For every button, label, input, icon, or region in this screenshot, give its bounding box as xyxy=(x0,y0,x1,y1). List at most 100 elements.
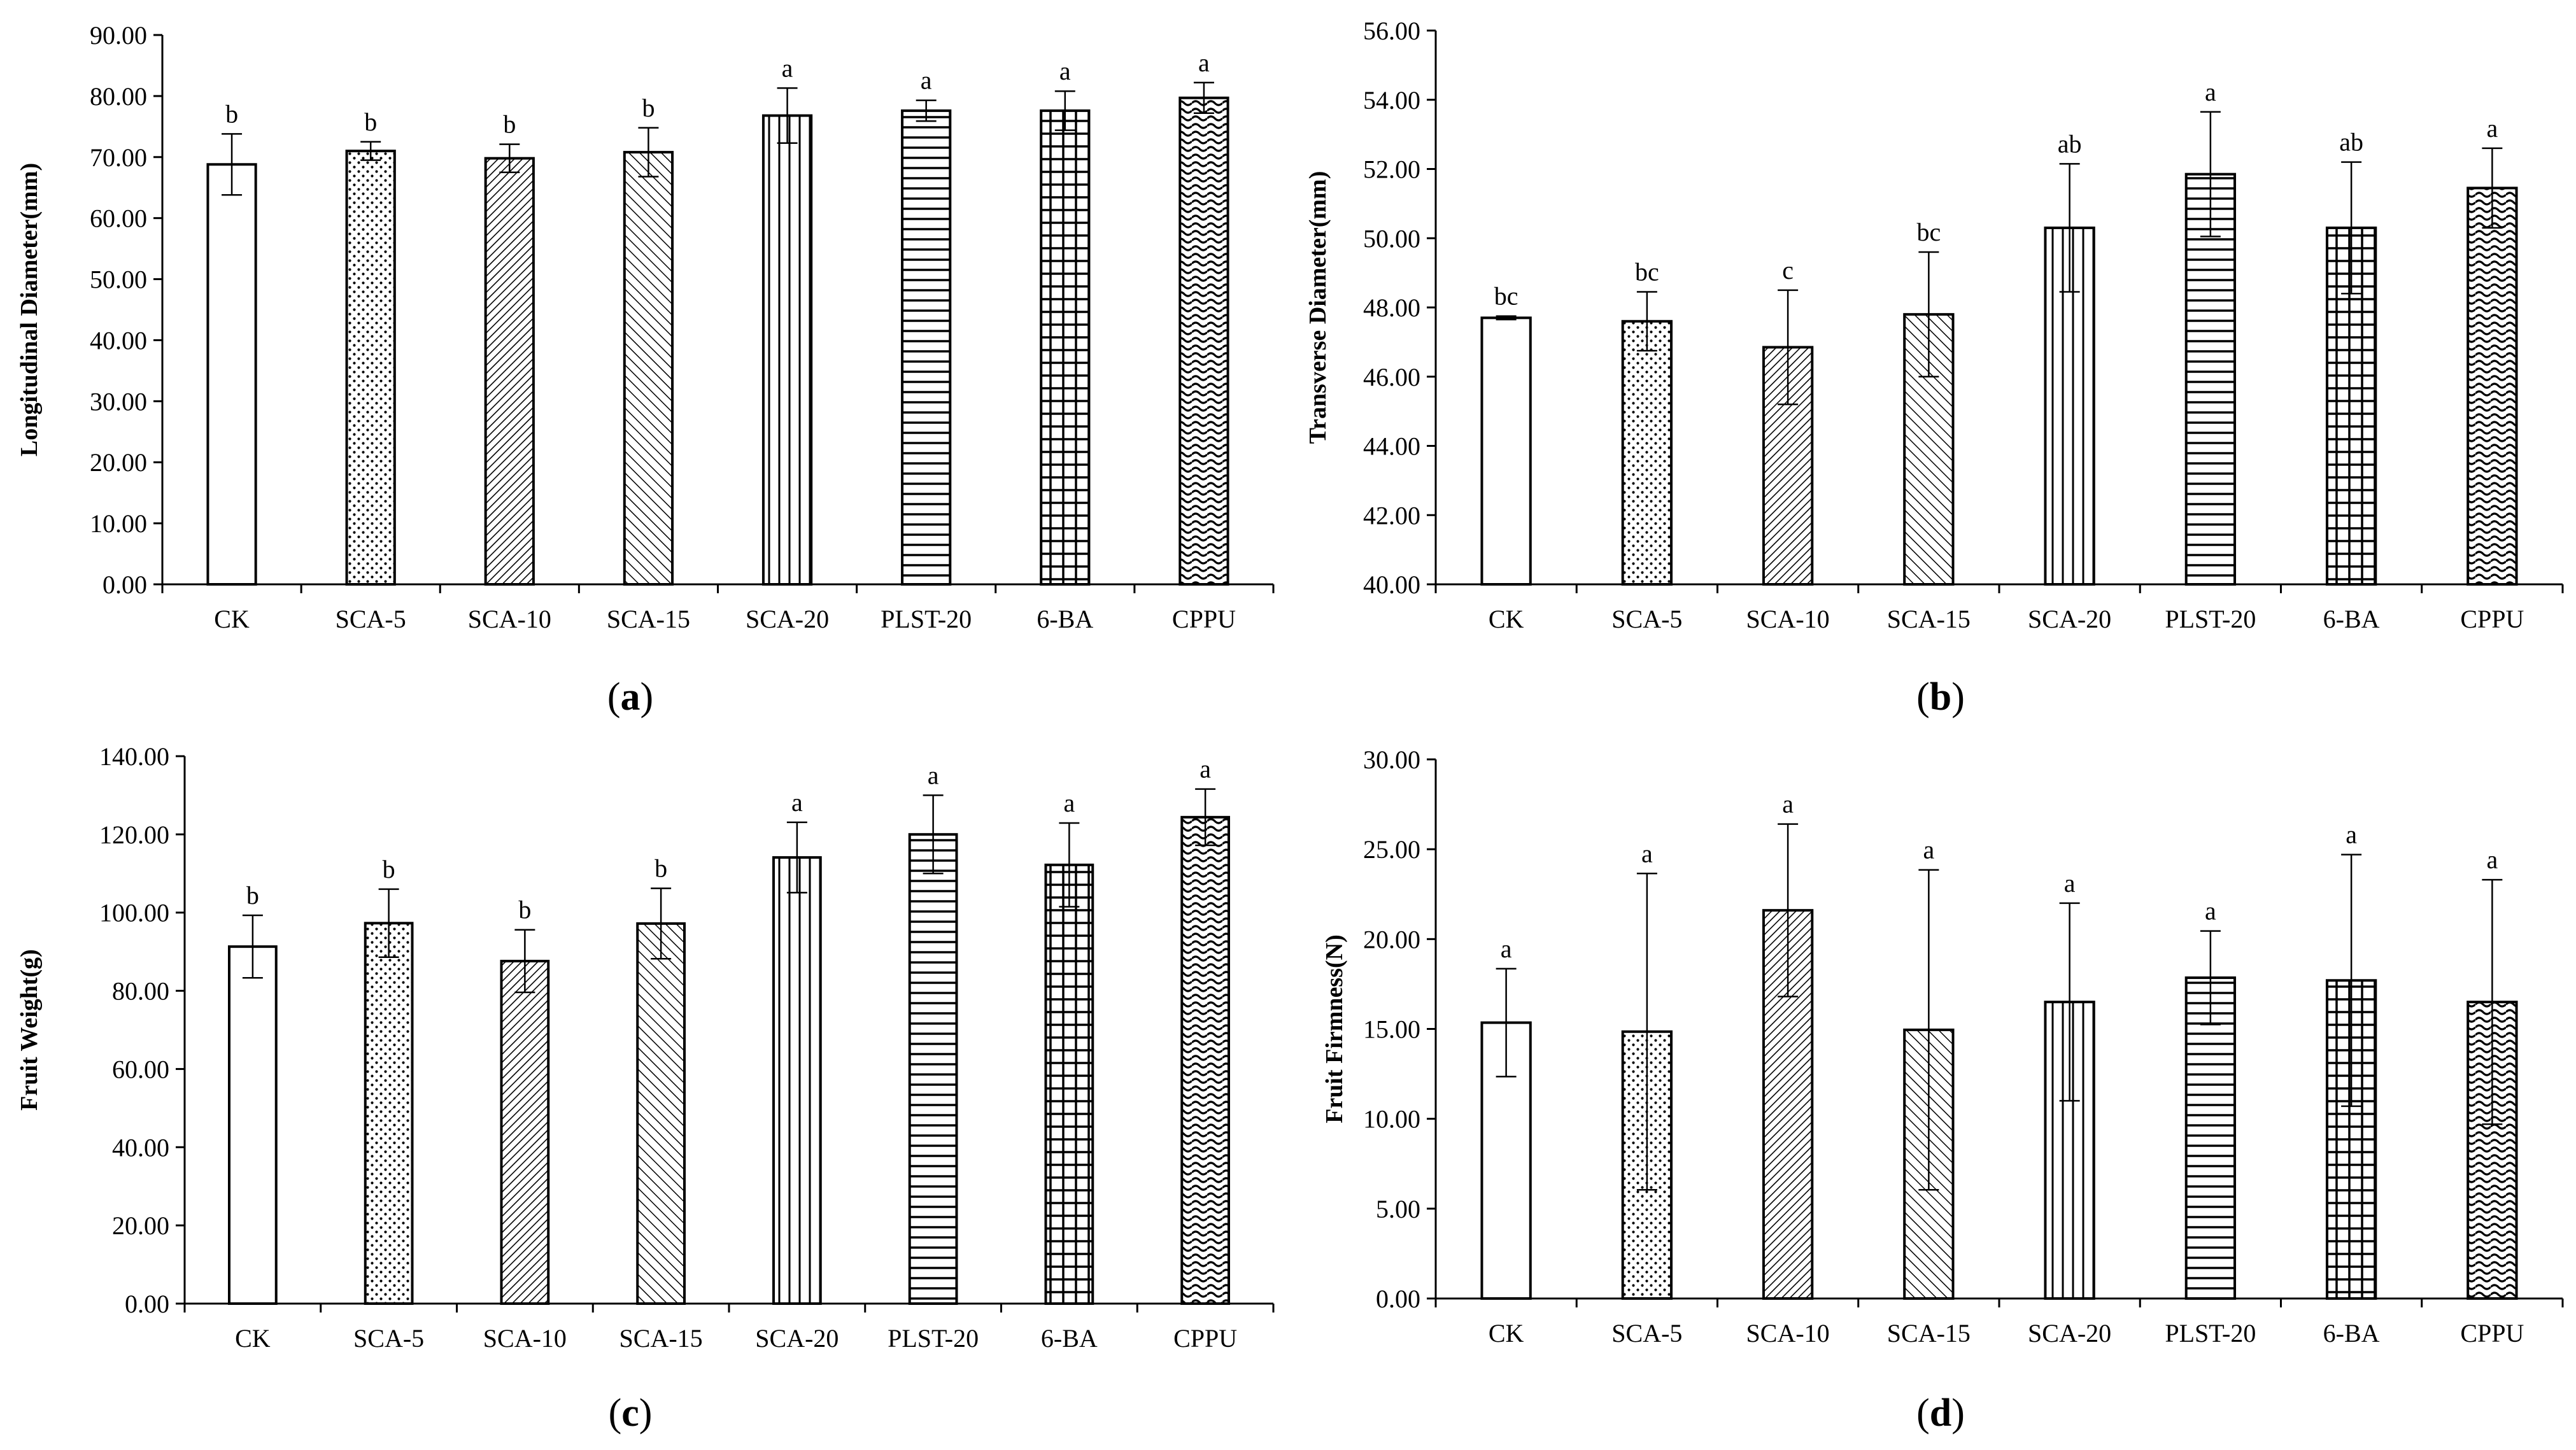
significance-label: a xyxy=(791,788,803,817)
x-category-label: CK xyxy=(1489,1319,1524,1348)
y-tick-label: 10.00 xyxy=(90,509,147,538)
y-tick-label: 5.00 xyxy=(1376,1195,1420,1223)
bar-sca-5 xyxy=(364,922,414,1306)
x-category-label: CK xyxy=(1489,605,1524,633)
y-tick-label: 25.00 xyxy=(1363,835,1420,864)
y-tick-label: 20.00 xyxy=(1363,925,1420,954)
x-category-label: SCA-15 xyxy=(1887,1319,1971,1348)
y-tick-label: 40.00 xyxy=(112,1133,169,1162)
bar-sca-10 xyxy=(500,959,550,1305)
y-tick-label: 20.00 xyxy=(90,448,147,477)
y-tick-label: 40.00 xyxy=(90,326,147,355)
significance-label: bc xyxy=(1916,218,1941,246)
y-axis-title: Longitudinal Diameter(mm) xyxy=(16,163,43,456)
significance-label: a xyxy=(2205,897,2216,926)
y-tick-label: 30.00 xyxy=(90,387,147,416)
y-tick-label: 42.00 xyxy=(1363,501,1420,530)
x-category-label: CPPU xyxy=(2460,605,2524,633)
y-tick-label: 50.00 xyxy=(90,265,147,294)
significance-label: a xyxy=(1063,789,1075,817)
y-tick-label: 54.00 xyxy=(1363,86,1420,115)
significance-label: a xyxy=(1641,839,1653,868)
y-tick-label: 48.00 xyxy=(1363,293,1420,322)
significance-label: b xyxy=(246,881,259,910)
significance-label: a xyxy=(1200,755,1211,784)
y-axis-title: Fruit Weight(g) xyxy=(16,949,43,1111)
x-category-label: SCA-15 xyxy=(1887,605,1971,633)
significance-label: a xyxy=(1198,48,1210,77)
bar-ck xyxy=(206,163,257,586)
y-tick-label: 100.00 xyxy=(99,899,169,927)
x-category-label: SCA-20 xyxy=(746,605,829,633)
significance-label: b xyxy=(383,855,395,883)
x-category-label: SCA-20 xyxy=(2028,605,2111,633)
bar-sca-15 xyxy=(636,922,686,1305)
bar-sca-20 xyxy=(761,114,813,586)
significance-label: a xyxy=(1923,836,1934,864)
x-category-label: SCA-5 xyxy=(336,605,406,633)
y-axis-title: Transverse Diameter(mm) xyxy=(1305,171,1331,444)
bar-cppu xyxy=(1178,96,1229,586)
bar-cppu xyxy=(2466,187,2518,586)
significance-label: bc xyxy=(1494,282,1518,311)
x-category-label: CPPU xyxy=(1173,1324,1237,1353)
x-category-label: CPPU xyxy=(2460,1319,2524,1348)
bar-plst-20 xyxy=(2184,172,2237,586)
y-tick-label: 40.00 xyxy=(1363,570,1420,599)
x-category-label: SCA-10 xyxy=(1746,1319,1830,1348)
significance-label: b xyxy=(655,854,667,883)
x-category-label: SCA-5 xyxy=(353,1324,424,1353)
y-tick-label: 80.00 xyxy=(90,82,147,111)
panel-caption-a: (a) xyxy=(607,675,653,719)
bar-sca-15 xyxy=(623,151,674,586)
x-category-label: SCA-5 xyxy=(1611,605,1682,633)
y-tick-label: 120.00 xyxy=(99,820,169,849)
x-category-label: 6-BA xyxy=(1037,605,1093,633)
y-tick-label: 52.00 xyxy=(1363,155,1420,184)
x-category-label: CK xyxy=(214,605,250,633)
bar-plst-20 xyxy=(2184,976,2237,1300)
y-tick-label: 60.00 xyxy=(112,1055,169,1083)
significance-label: a xyxy=(928,761,939,789)
y-tick-label: 80.00 xyxy=(112,977,169,1006)
significance-label: a xyxy=(2486,845,2498,874)
panel-caption-c: (c) xyxy=(609,1391,653,1435)
x-category-label: PLST-20 xyxy=(881,605,972,633)
x-category-label: CPPU xyxy=(1172,605,1236,633)
bar-sca-10 xyxy=(484,157,535,586)
significance-label: a xyxy=(1501,934,1512,963)
significance-label: b xyxy=(642,94,655,122)
panel-c-fruit-weight-chart: 0.00 20.00 40.00 60.00 80.00 100.00 120.00 140.… xyxy=(16,742,1275,1353)
y-tick-label: 46.00 xyxy=(1363,363,1420,391)
x-category-label: 6-BA xyxy=(2323,1319,2380,1348)
significance-label: a xyxy=(2486,114,2498,143)
y-tick-label: 56.00 xyxy=(1363,17,1420,45)
bar-6-ba xyxy=(1040,109,1091,586)
significance-label: b xyxy=(364,108,377,136)
y-tick-label: 0.00 xyxy=(103,570,147,599)
x-category-label: 6-BA xyxy=(2323,605,2380,633)
x-category-label: SCA-20 xyxy=(2028,1319,2111,1348)
panel-caption-d: (d) xyxy=(1916,1391,1965,1435)
x-category-label: 6-BA xyxy=(1041,1324,1098,1353)
x-category-label: SCA-15 xyxy=(619,1324,703,1353)
y-tick-label: 44.00 xyxy=(1363,432,1420,461)
panel-b-transverse-diameter-chart: 40.00 42.00 44.00 46.00 48.00 50.00 52.00 54.00… xyxy=(1305,17,2564,633)
y-tick-label: 0.00 xyxy=(125,1290,169,1318)
significance-label: a xyxy=(921,66,932,95)
bar-ck xyxy=(1480,316,1532,586)
x-category-label: PLST-20 xyxy=(2165,605,2256,633)
y-tick-label: 50.00 xyxy=(1363,224,1420,253)
bar-sca-20 xyxy=(772,856,822,1305)
y-tick-label: 140.00 xyxy=(99,742,169,771)
y-tick-label: 70.00 xyxy=(90,143,147,172)
significance-label: a xyxy=(2346,820,2357,849)
y-tick-label: 15.00 xyxy=(1363,1015,1420,1044)
significance-label: b xyxy=(503,110,516,139)
y-tick-label: 30.00 xyxy=(1363,745,1420,774)
y-tick-label: 90.00 xyxy=(90,21,147,50)
y-tick-label: 60.00 xyxy=(90,204,147,233)
x-category-label: SCA-15 xyxy=(607,605,690,633)
x-category-label: PLST-20 xyxy=(888,1324,979,1353)
